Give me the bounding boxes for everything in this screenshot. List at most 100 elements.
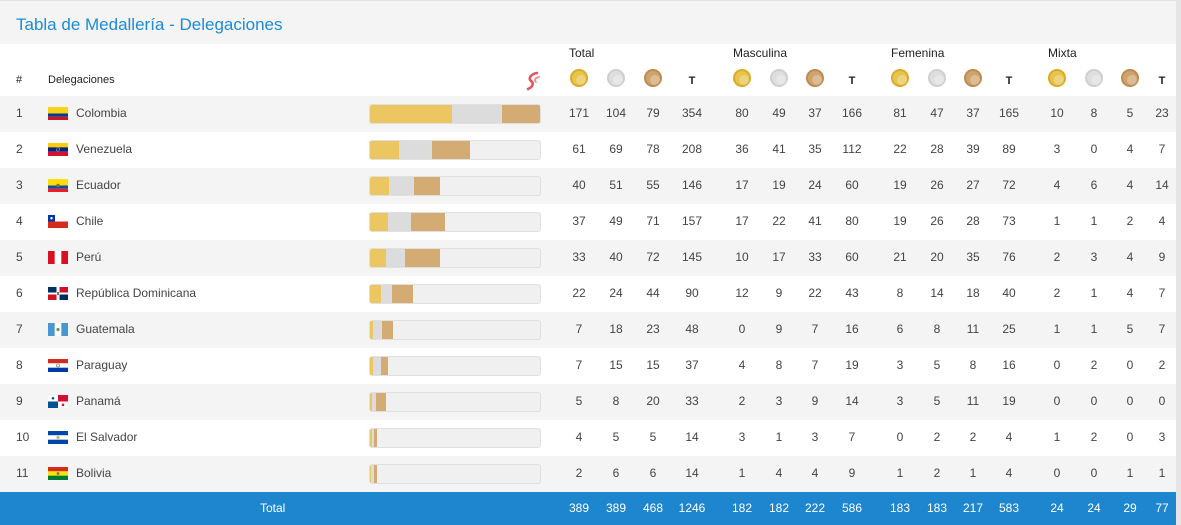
medal-count-total: 90	[685, 286, 699, 300]
medal-count-femenina: 26	[930, 214, 944, 228]
flag-guatemala-icon	[48, 323, 68, 336]
rank-cell: 9	[16, 394, 23, 408]
medal-count-masculina: 41	[808, 214, 822, 228]
silver-medal-icon	[1085, 69, 1103, 87]
medal-count-femenina: 21	[893, 250, 907, 264]
medal-count-total: 33	[572, 250, 586, 264]
bar-segment-bronze	[413, 177, 441, 195]
medal-count-masculina: 17	[735, 214, 749, 228]
medal-count-masculina: 9	[775, 286, 783, 300]
medal-count-femenina: 27	[966, 178, 980, 192]
medal-count-femenina: 47	[930, 106, 944, 120]
flag-dominicana-icon	[48, 287, 68, 300]
medal-count-femenina: 2	[933, 430, 941, 444]
medal-count-femenina: 26	[930, 178, 944, 192]
medal-count-masculina: 41	[772, 142, 786, 156]
medal-count-total: 23	[646, 322, 660, 336]
total-count-femenina: 583	[998, 501, 1020, 515]
medal-count-mixta: 0	[1053, 358, 1061, 372]
medal-count-total: 145	[681, 250, 703, 264]
rank-header: #	[16, 74, 23, 86]
medal-count-total: 14	[685, 430, 699, 444]
medal-count-masculina: 7	[848, 430, 856, 444]
medal-distribution-bar	[369, 104, 541, 124]
medal-count-masculina: 60	[845, 250, 859, 264]
total-column-header: T	[688, 75, 696, 87]
country-name: Perú	[76, 250, 102, 264]
total-count-total: 468	[642, 501, 664, 515]
bar-segment-bronze	[405, 249, 440, 267]
medal-count-mixta: 7	[1158, 286, 1166, 300]
medal-count-femenina: 5	[933, 358, 941, 372]
bar-segment-bronze	[411, 213, 446, 231]
medal-count-masculina: 17	[735, 178, 749, 192]
medal-count-femenina: 20	[930, 250, 944, 264]
medal-count-femenina: 35	[966, 250, 980, 264]
group-label-mixta: Mixta	[1048, 46, 1077, 60]
table-row: 7 Guatemala 7 18 23 48 0 9 7 16 6 8 11 25 1 1 5 7	[0, 312, 1176, 348]
medal-count-masculina: 37	[808, 106, 822, 120]
medal-count-masculina: 4	[775, 466, 783, 480]
flag-bolivia-icon	[48, 467, 68, 480]
medal-count-femenina: 28	[966, 214, 980, 228]
medal-count-mixta: 3	[1090, 250, 1098, 264]
bar-segment-gold	[370, 177, 390, 195]
medal-count-masculina: 7	[811, 322, 819, 336]
flag-venezuela-icon	[48, 143, 68, 156]
rank-cell: 8	[16, 358, 23, 372]
medal-count-femenina: 81	[893, 106, 907, 120]
bar-segment-gold	[370, 465, 371, 483]
medal-count-mixta: 8	[1090, 106, 1098, 120]
medal-count-total: 33	[685, 394, 699, 408]
medal-count-mixta: 2	[1090, 358, 1098, 372]
medal-count-femenina: 19	[893, 214, 907, 228]
medal-count-mixta: 5	[1126, 322, 1134, 336]
medal-count-femenina: 73	[1002, 214, 1016, 228]
medal-count-femenina: 40	[1002, 286, 1016, 300]
medal-count-masculina: 9	[848, 466, 856, 480]
medal-count-femenina: 28	[930, 142, 944, 156]
medal-count-mixta: 2	[1126, 214, 1134, 228]
rank-cell: 3	[16, 178, 23, 192]
medal-distribution-bar	[369, 464, 541, 484]
scrollbar-track[interactable]	[1176, 0, 1181, 525]
country-name: Ecuador	[76, 178, 121, 192]
medal-count-femenina: 72	[1002, 178, 1016, 192]
medal-count-femenina: 1	[896, 466, 904, 480]
medal-count-total: 37	[685, 358, 699, 372]
group-label-femenina: Femenina	[891, 46, 945, 60]
medal-count-femenina: 11	[966, 322, 980, 336]
table-row: 6 República Dominicana 22 24 44 90 12 9 22 43 8 14 1…	[0, 276, 1176, 312]
medal-count-masculina: 35	[808, 142, 822, 156]
medal-count-mixta: 2	[1053, 250, 1061, 264]
bar-segment-gold	[370, 357, 374, 375]
bar-segment-gold	[370, 141, 400, 159]
medal-count-total: 5	[649, 430, 657, 444]
rank-cell: 6	[16, 286, 23, 300]
silver-medal-icon	[770, 69, 788, 87]
medal-count-total: 14	[685, 466, 699, 480]
medal-count-total: 6	[649, 466, 657, 480]
bar-segment-gold	[370, 249, 386, 267]
medal-count-mixta: 7	[1158, 322, 1166, 336]
medal-count-femenina: 0	[896, 430, 904, 444]
medal-count-femenina: 8	[896, 286, 904, 300]
flag-ecuador-icon	[48, 179, 68, 192]
medal-count-total: 15	[609, 358, 623, 372]
medal-count-masculina: 10	[735, 250, 749, 264]
medal-count-total: 146	[681, 178, 703, 192]
total-count-masculina: 222	[804, 501, 826, 515]
medal-count-total: 40	[609, 250, 623, 264]
bar-segment-gold	[370, 105, 453, 123]
medal-count-femenina: 5	[933, 394, 941, 408]
gold-medal-icon	[570, 69, 588, 87]
bar-segment-silver	[373, 321, 382, 339]
flag-chile-icon	[48, 215, 68, 228]
total-count-femenina: 217	[962, 501, 984, 515]
bronze-medal-icon	[964, 69, 982, 87]
medal-count-masculina: 19	[772, 178, 786, 192]
medal-count-mixta: 0	[1053, 466, 1061, 480]
medal-count-masculina: 9	[775, 322, 783, 336]
bar-segment-silver	[385, 249, 406, 267]
medal-count-mixta: 10	[1050, 106, 1064, 120]
